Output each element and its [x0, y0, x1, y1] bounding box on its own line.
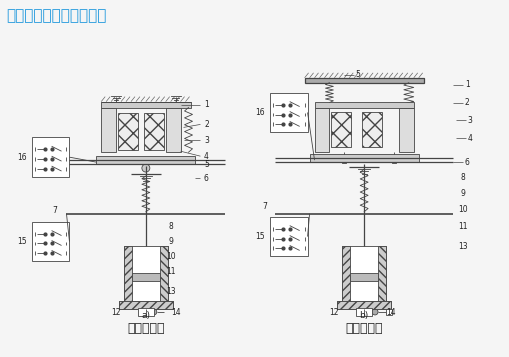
Circle shape [151, 309, 156, 315]
Bar [314, 102, 413, 107]
Bar [124, 246, 167, 301]
Text: 11: 11 [458, 222, 467, 231]
Text: 通电延时型: 通电延时型 [127, 322, 164, 335]
Bar [101, 102, 190, 107]
Text: 10: 10 [165, 252, 175, 261]
Text: 12: 12 [111, 308, 121, 317]
Text: 5: 5 [204, 160, 208, 169]
Text: 6: 6 [204, 174, 208, 182]
Text: 5: 5 [355, 70, 360, 79]
Bar [309, 154, 418, 162]
Text: 1: 1 [204, 100, 208, 109]
Circle shape [142, 164, 150, 172]
Bar [124, 246, 132, 301]
Bar [32, 222, 69, 261]
Text: 7: 7 [262, 202, 267, 211]
Text: 13: 13 [458, 242, 467, 251]
Text: 1: 1 [464, 80, 469, 89]
Bar [342, 246, 350, 301]
Text: 16: 16 [255, 108, 264, 117]
Text: 14: 14 [171, 308, 180, 317]
Text: 断电延时型: 断电延时型 [345, 322, 382, 335]
Bar [377, 246, 385, 301]
Bar [132, 273, 159, 281]
Bar [269, 93, 307, 132]
Bar [331, 111, 351, 147]
Text: 8: 8 [460, 172, 465, 181]
Text: 2: 2 [204, 120, 208, 129]
Bar [165, 107, 180, 152]
Text: 15: 15 [17, 237, 27, 246]
Circle shape [372, 309, 377, 315]
Text: 10: 10 [458, 205, 467, 214]
Text: 4: 4 [204, 152, 208, 161]
Text: 6: 6 [464, 158, 469, 167]
Bar [336, 301, 390, 309]
Bar [385, 309, 391, 315]
Bar [144, 112, 163, 150]
Text: 16: 16 [17, 153, 27, 162]
Bar [119, 301, 173, 309]
Bar [314, 107, 329, 152]
Text: 7: 7 [52, 206, 57, 215]
Bar [350, 273, 377, 281]
Bar [159, 246, 167, 301]
Text: a): a) [141, 311, 150, 321]
Bar [96, 156, 195, 164]
Bar [304, 78, 423, 83]
Text: 12: 12 [329, 308, 338, 317]
Bar [119, 301, 173, 309]
Text: 11: 11 [165, 267, 175, 276]
Text: 2: 2 [464, 98, 469, 107]
Text: 9: 9 [460, 189, 465, 198]
Text: 8: 8 [168, 222, 173, 231]
Bar [118, 112, 137, 150]
Bar [336, 301, 390, 309]
Text: 3: 3 [204, 136, 208, 145]
Text: 3: 3 [467, 116, 472, 125]
Text: 4: 4 [467, 134, 472, 143]
Bar [361, 111, 381, 147]
Text: 14: 14 [385, 308, 395, 317]
Bar [342, 246, 385, 301]
Text: 时间继电器结构图如下：: 时间继电器结构图如下： [6, 8, 106, 23]
Bar [269, 217, 307, 256]
Bar [398, 107, 413, 152]
Bar [137, 308, 154, 316]
Text: 13: 13 [165, 287, 175, 296]
Bar [355, 308, 372, 316]
Text: 9: 9 [168, 237, 173, 246]
Bar [32, 137, 69, 177]
Bar [101, 107, 116, 152]
Text: 15: 15 [255, 232, 264, 241]
Text: b): b) [359, 311, 368, 321]
